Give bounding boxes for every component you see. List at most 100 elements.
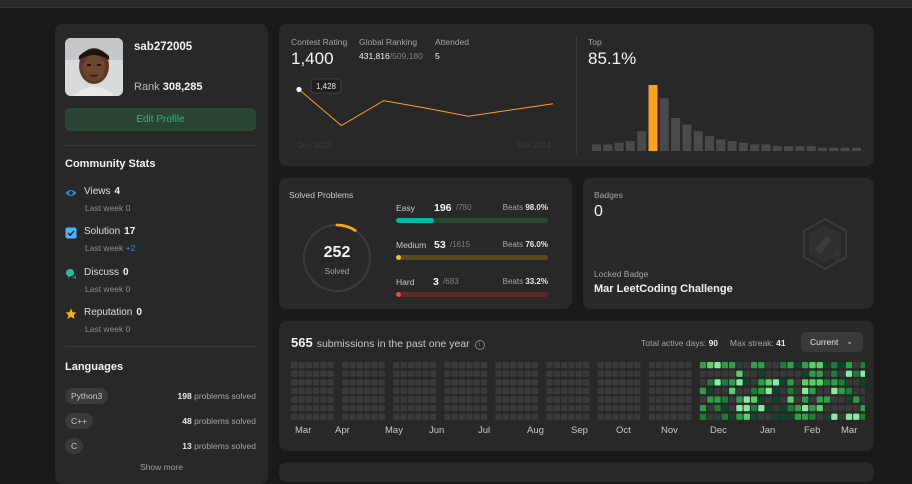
heatmap-cell[interactable] bbox=[583, 370, 590, 377]
heatmap-cell[interactable] bbox=[298, 362, 305, 369]
heatmap-cell[interactable] bbox=[809, 387, 816, 395]
heatmap-cell[interactable] bbox=[473, 396, 480, 403]
heatmap-cell[interactable] bbox=[670, 362, 677, 369]
heatmap-cell[interactable] bbox=[714, 405, 721, 412]
heatmap-cell[interactable] bbox=[495, 405, 502, 412]
heatmap-cell[interactable] bbox=[517, 362, 524, 369]
rating-point[interactable] bbox=[296, 86, 302, 93]
heatmap-cell[interactable] bbox=[685, 405, 692, 412]
heatmap-cell[interactable] bbox=[473, 379, 480, 386]
heatmap-cell[interactable] bbox=[845, 396, 853, 403]
heatmap-cell[interactable] bbox=[765, 387, 772, 395]
heatmap-cell[interactable] bbox=[860, 387, 865, 395]
heatmap-cell[interactable] bbox=[685, 362, 692, 369]
heatmap-cell[interactable] bbox=[787, 379, 794, 386]
heatmap-cell[interactable] bbox=[750, 387, 758, 395]
heatmap-cell[interactable] bbox=[714, 379, 721, 386]
heatmap-cell[interactable] bbox=[393, 362, 400, 369]
heatmap-cell[interactable] bbox=[685, 379, 692, 386]
heatmap-cell[interactable] bbox=[656, 413, 663, 420]
heatmap-cell[interactable] bbox=[794, 413, 801, 420]
heatmap-cell[interactable] bbox=[349, 387, 356, 395]
heatmap-cell[interactable] bbox=[816, 396, 823, 403]
heatmap-cell[interactable] bbox=[305, 413, 312, 420]
heatmap-cell[interactable] bbox=[305, 370, 312, 377]
heatmap-cell[interactable] bbox=[502, 362, 509, 369]
heatmap-cell[interactable] bbox=[407, 387, 415, 395]
heatmap-cell[interactable] bbox=[305, 387, 312, 395]
heatmap-cell[interactable] bbox=[378, 379, 385, 386]
heatmap-cell[interactable] bbox=[458, 379, 466, 386]
heatmap-cell[interactable] bbox=[612, 396, 619, 403]
heatmap-cell[interactable] bbox=[634, 362, 641, 369]
heatmap-cell[interactable] bbox=[714, 413, 721, 420]
heatmap-cell[interactable] bbox=[604, 396, 612, 403]
heatmap-cell[interactable] bbox=[364, 379, 371, 386]
heatmap-cell[interactable] bbox=[604, 362, 612, 369]
heatmap-cell[interactable] bbox=[845, 387, 853, 395]
heatmap-cell[interactable] bbox=[831, 379, 838, 386]
heatmap-cell[interactable] bbox=[510, 370, 517, 377]
heatmap-cell[interactable] bbox=[356, 413, 363, 420]
heatmap-cell[interactable] bbox=[466, 379, 473, 386]
heatmap-cell[interactable] bbox=[707, 370, 714, 377]
heatmap-cell[interactable] bbox=[546, 362, 553, 369]
heatmap-cell[interactable] bbox=[612, 387, 619, 395]
heatmap-cell[interactable] bbox=[378, 362, 385, 369]
heatmap-cell[interactable] bbox=[816, 362, 823, 369]
heatmap-cell[interactable] bbox=[772, 379, 780, 386]
heatmap-cell[interactable] bbox=[356, 387, 363, 395]
heatmap-cell[interactable] bbox=[517, 370, 524, 377]
heatmap-cell[interactable] bbox=[371, 362, 378, 369]
heatmap-cell[interactable] bbox=[612, 362, 619, 369]
heatmap-cell[interactable] bbox=[320, 396, 327, 403]
heatmap-cell[interactable] bbox=[415, 405, 422, 412]
heatmap-cell[interactable] bbox=[451, 379, 458, 386]
heatmap-cell[interactable] bbox=[853, 396, 860, 403]
heatmap-cell[interactable] bbox=[845, 405, 853, 412]
heatmap-cell[interactable] bbox=[510, 387, 517, 395]
heatmap-cell[interactable] bbox=[342, 370, 349, 377]
heatmap-cell[interactable] bbox=[298, 379, 305, 386]
year-select-dropdown[interactable]: Current ⌄ bbox=[801, 332, 863, 352]
heatmap-cell[interactable] bbox=[838, 405, 845, 412]
heatmap-cell[interactable] bbox=[524, 379, 531, 386]
heatmap-cell[interactable] bbox=[750, 396, 758, 403]
heatmap-cell[interactable] bbox=[517, 405, 524, 412]
heatmap-cell[interactable] bbox=[291, 370, 298, 377]
show-more-link[interactable]: Show more bbox=[140, 462, 183, 472]
heatmap-cell[interactable] bbox=[860, 362, 865, 369]
heatmap-cell[interactable] bbox=[758, 396, 765, 403]
heatmap-cell[interactable] bbox=[677, 370, 685, 377]
heatmap-cell[interactable] bbox=[758, 370, 765, 377]
heatmap-cell[interactable] bbox=[349, 370, 356, 377]
heatmap-cell[interactable] bbox=[320, 405, 327, 412]
heatmap-cell[interactable] bbox=[729, 370, 736, 377]
heatmap-cell[interactable] bbox=[458, 396, 466, 403]
histogram-bar[interactable] bbox=[806, 146, 816, 151]
heatmap-cell[interactable] bbox=[575, 387, 582, 395]
heatmap-cell[interactable] bbox=[531, 370, 539, 377]
heatmap-cell[interactable] bbox=[707, 362, 714, 369]
heatmap-cell[interactable] bbox=[444, 396, 451, 403]
heatmap-cell[interactable] bbox=[356, 396, 363, 403]
heatmap-cell[interactable] bbox=[458, 405, 466, 412]
heatmap-cell[interactable] bbox=[597, 396, 604, 403]
heatmap-cell[interactable] bbox=[714, 396, 721, 403]
heatmap-cell[interactable] bbox=[298, 370, 305, 377]
heatmap-cell[interactable] bbox=[656, 362, 663, 369]
heatmap-cell[interactable] bbox=[780, 370, 787, 377]
heatmap-cell[interactable] bbox=[305, 405, 312, 412]
heatmap-cell[interactable] bbox=[291, 362, 298, 369]
heatmap-cell[interactable] bbox=[699, 413, 707, 420]
heatmap-cell[interactable] bbox=[349, 379, 356, 386]
heatmap-cell[interactable] bbox=[707, 413, 714, 420]
heatmap-cell[interactable] bbox=[736, 379, 743, 386]
heatmap-cell[interactable] bbox=[349, 396, 356, 403]
heatmap-cell[interactable] bbox=[466, 396, 473, 403]
heatmap-cell[interactable] bbox=[802, 362, 809, 369]
heatmap-cell[interactable] bbox=[823, 405, 831, 412]
histogram-bar[interactable] bbox=[682, 124, 692, 151]
heatmap-cell[interactable] bbox=[721, 370, 728, 377]
language-chip[interactable]: C bbox=[65, 438, 84, 454]
